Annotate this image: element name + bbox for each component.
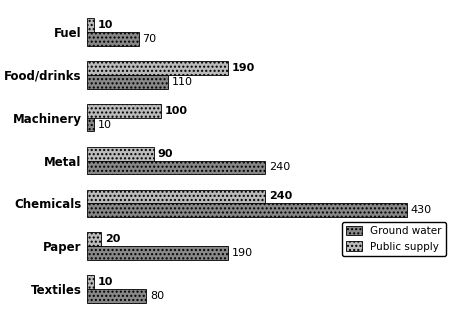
Text: 240: 240 [269, 191, 292, 202]
Text: 10: 10 [98, 277, 113, 287]
Text: 90: 90 [158, 149, 173, 159]
Bar [86, 147, 153, 160]
Bar [86, 275, 94, 289]
Legend: Ground water, Public supply: Ground water, Public supply [342, 222, 446, 256]
Bar [86, 203, 407, 217]
Bar [86, 190, 266, 203]
Text: 20: 20 [105, 234, 121, 244]
Text: 100: 100 [165, 106, 188, 116]
Text: 70: 70 [142, 34, 157, 44]
Text: 110: 110 [172, 77, 193, 87]
Bar [86, 18, 94, 32]
Bar [86, 160, 266, 174]
Bar [86, 246, 228, 260]
Text: 190: 190 [232, 63, 255, 73]
Text: 190: 190 [232, 248, 253, 258]
Text: 240: 240 [269, 162, 290, 172]
Bar [86, 104, 161, 118]
Bar [86, 32, 139, 46]
Text: 10: 10 [98, 119, 112, 130]
Bar [86, 118, 94, 131]
Text: 10: 10 [98, 20, 113, 30]
Text: 80: 80 [150, 291, 164, 301]
Bar [86, 75, 168, 89]
Bar [86, 232, 101, 246]
Bar [86, 289, 146, 303]
Text: 430: 430 [410, 205, 432, 215]
Bar [86, 61, 228, 75]
